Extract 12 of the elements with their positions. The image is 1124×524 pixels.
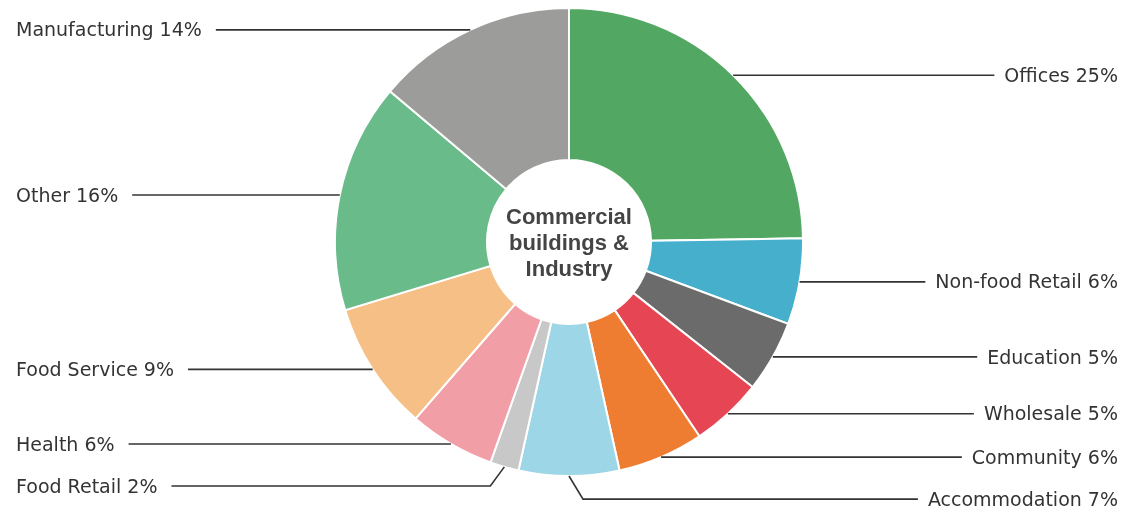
slice-label: Offices 25% <box>1004 63 1118 86</box>
slice-label: Food Service 9% <box>16 357 175 380</box>
slice-label: Food Retail 2% <box>16 474 158 497</box>
slice-label: Accommodation 7% <box>927 487 1118 510</box>
slice-label: Wholesale 5% <box>983 402 1118 425</box>
slice-label: Non-food Retail 6% <box>935 270 1118 293</box>
slice-label: Community 6% <box>971 445 1118 468</box>
slice-label: Manufacturing 14% <box>16 18 202 41</box>
text: Commercial buildings & Industry <box>506 203 632 281</box>
slice-label: Health 6% <box>16 432 115 455</box>
slice-label: Other 16% <box>16 183 119 206</box>
slice-label: Education 5% <box>987 345 1118 368</box>
